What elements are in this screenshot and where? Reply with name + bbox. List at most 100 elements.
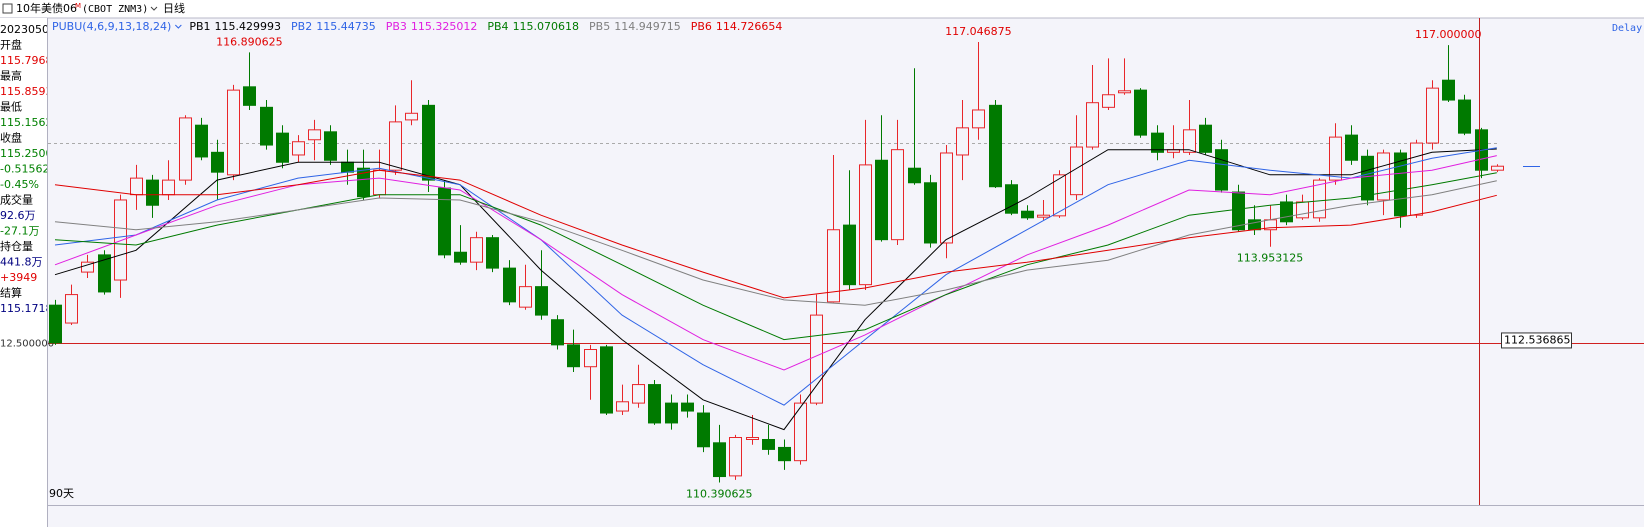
legend-name: PB1: [189, 20, 210, 33]
candle-body: [405, 112, 418, 121]
candle-body: [681, 402, 694, 412]
candle-body: [535, 286, 548, 316]
candle-body: [373, 169, 386, 196]
period[interactable]: 日线: [163, 1, 185, 15]
candle-body: [729, 437, 742, 477]
candle-body: [1086, 102, 1099, 148]
candle-body: [162, 179, 175, 196]
legend-name: PB2: [291, 20, 312, 33]
candle-body: [584, 349, 597, 368]
candle-body: [1070, 146, 1083, 196]
candle-body: [697, 412, 710, 448]
candle-body: [1329, 136, 1342, 181]
candle-body: [989, 104, 1002, 188]
legend-value: 114.726654: [716, 20, 782, 33]
candle-body: [648, 384, 661, 424]
ma-line: [54, 148, 1497, 431]
candle-body: [389, 121, 402, 171]
info-item: 115.7968: [0, 54, 53, 67]
candle-body: [1183, 129, 1196, 153]
candle-body: [1361, 155, 1374, 201]
info-item: 成交量: [0, 193, 33, 207]
cursor-price-box: [1501, 332, 1572, 349]
legend-value: 114.949715: [614, 20, 680, 33]
candle-body: [438, 187, 451, 256]
candle-body: [713, 442, 726, 478]
info-item: 441.8万: [0, 256, 43, 269]
ma-line: [54, 169, 1497, 299]
candle-body: [357, 167, 370, 198]
candle-body: [665, 402, 678, 424]
info-panel: [0, 18, 47, 527]
info-item: 开盘: [0, 38, 22, 52]
candle-body: [616, 401, 629, 412]
extreme-label: 117.000000: [1415, 28, 1481, 41]
info-item: 115.8593: [0, 85, 53, 98]
candle-body: [324, 131, 337, 161]
candle-body: [454, 251, 467, 263]
indicator-dropdown: [174, 24, 182, 29]
legend-name: PB5: [589, 20, 610, 33]
candle-body: [1426, 87, 1439, 144]
candle-body: [519, 286, 532, 308]
candle-body: [875, 159, 888, 241]
candle-body: [1005, 184, 1018, 214]
candle-body: [908, 167, 921, 184]
info-item: -0.45%: [0, 178, 39, 191]
candle-body: [924, 182, 937, 244]
candle-body: [551, 319, 564, 346]
delay: Delay: [1612, 23, 1642, 34]
cursor-price: 112.536865: [1504, 333, 1570, 346]
candle-body: [49, 304, 62, 344]
ma-line: [54, 147, 1497, 406]
legend-value: 115.325012: [411, 20, 477, 33]
info-item: 最低: [0, 101, 22, 114]
candle-body: [470, 237, 483, 263]
candle-body: [1118, 90, 1131, 94]
candle-body: [1491, 165, 1504, 171]
info-items: 20230508 开盘 115.7968 最高 115.8593 最低 115.1562 收盘…: [0, 23, 56, 315]
candle-body: [292, 141, 305, 156]
info-item: +3949: [0, 271, 37, 284]
candle-body: [486, 237, 499, 269]
menu-icon[interactable]: [2, 3, 13, 14]
candle-body: [227, 89, 240, 176]
candle-body: [195, 124, 208, 158]
candle-body: [746, 437, 759, 440]
info-item: 115.1562: [0, 116, 53, 129]
candle-body: [567, 344, 580, 368]
candle-body: [810, 314, 823, 404]
candle-body: [1458, 99, 1471, 134]
ma-line: [54, 180, 1497, 306]
dropdown-icon[interactable]: [150, 6, 158, 11]
info-item: -0.51562: [0, 163, 49, 176]
indicator-name: PUBU(4,6,9,13,18,24): [52, 20, 171, 33]
candle-body: [130, 177, 143, 196]
candle-body: [503, 267, 516, 303]
candle-body: [843, 224, 856, 286]
range-label: 90天: [49, 487, 74, 500]
candle-body: [1280, 201, 1293, 223]
extreme-label: 117.046875: [945, 25, 1011, 38]
candle-body: [1410, 142, 1423, 216]
candle-body: [422, 104, 435, 181]
legend-name: PB6: [691, 20, 712, 33]
level-label: 12.500000: [0, 339, 54, 350]
candle-body: [1232, 191, 1245, 231]
candle-body: [1296, 201, 1309, 219]
legend-name: PB4: [487, 20, 508, 33]
candle-body: [956, 127, 969, 156]
instrument: 10年美债06: [16, 1, 77, 15]
extreme-label: 116.890625: [216, 35, 282, 48]
candle-body: [1021, 210, 1034, 219]
candle-body: [179, 117, 192, 181]
info-item: 20230508: [0, 23, 56, 36]
info-item: 结算: [0, 286, 22, 300]
candle-body: [65, 294, 78, 324]
candle-body: [778, 446, 791, 462]
code: (CBOT ZNM3): [82, 4, 148, 15]
candle-body: [308, 129, 321, 141]
candle-body: [98, 254, 111, 293]
candle-body: [1037, 214, 1050, 218]
